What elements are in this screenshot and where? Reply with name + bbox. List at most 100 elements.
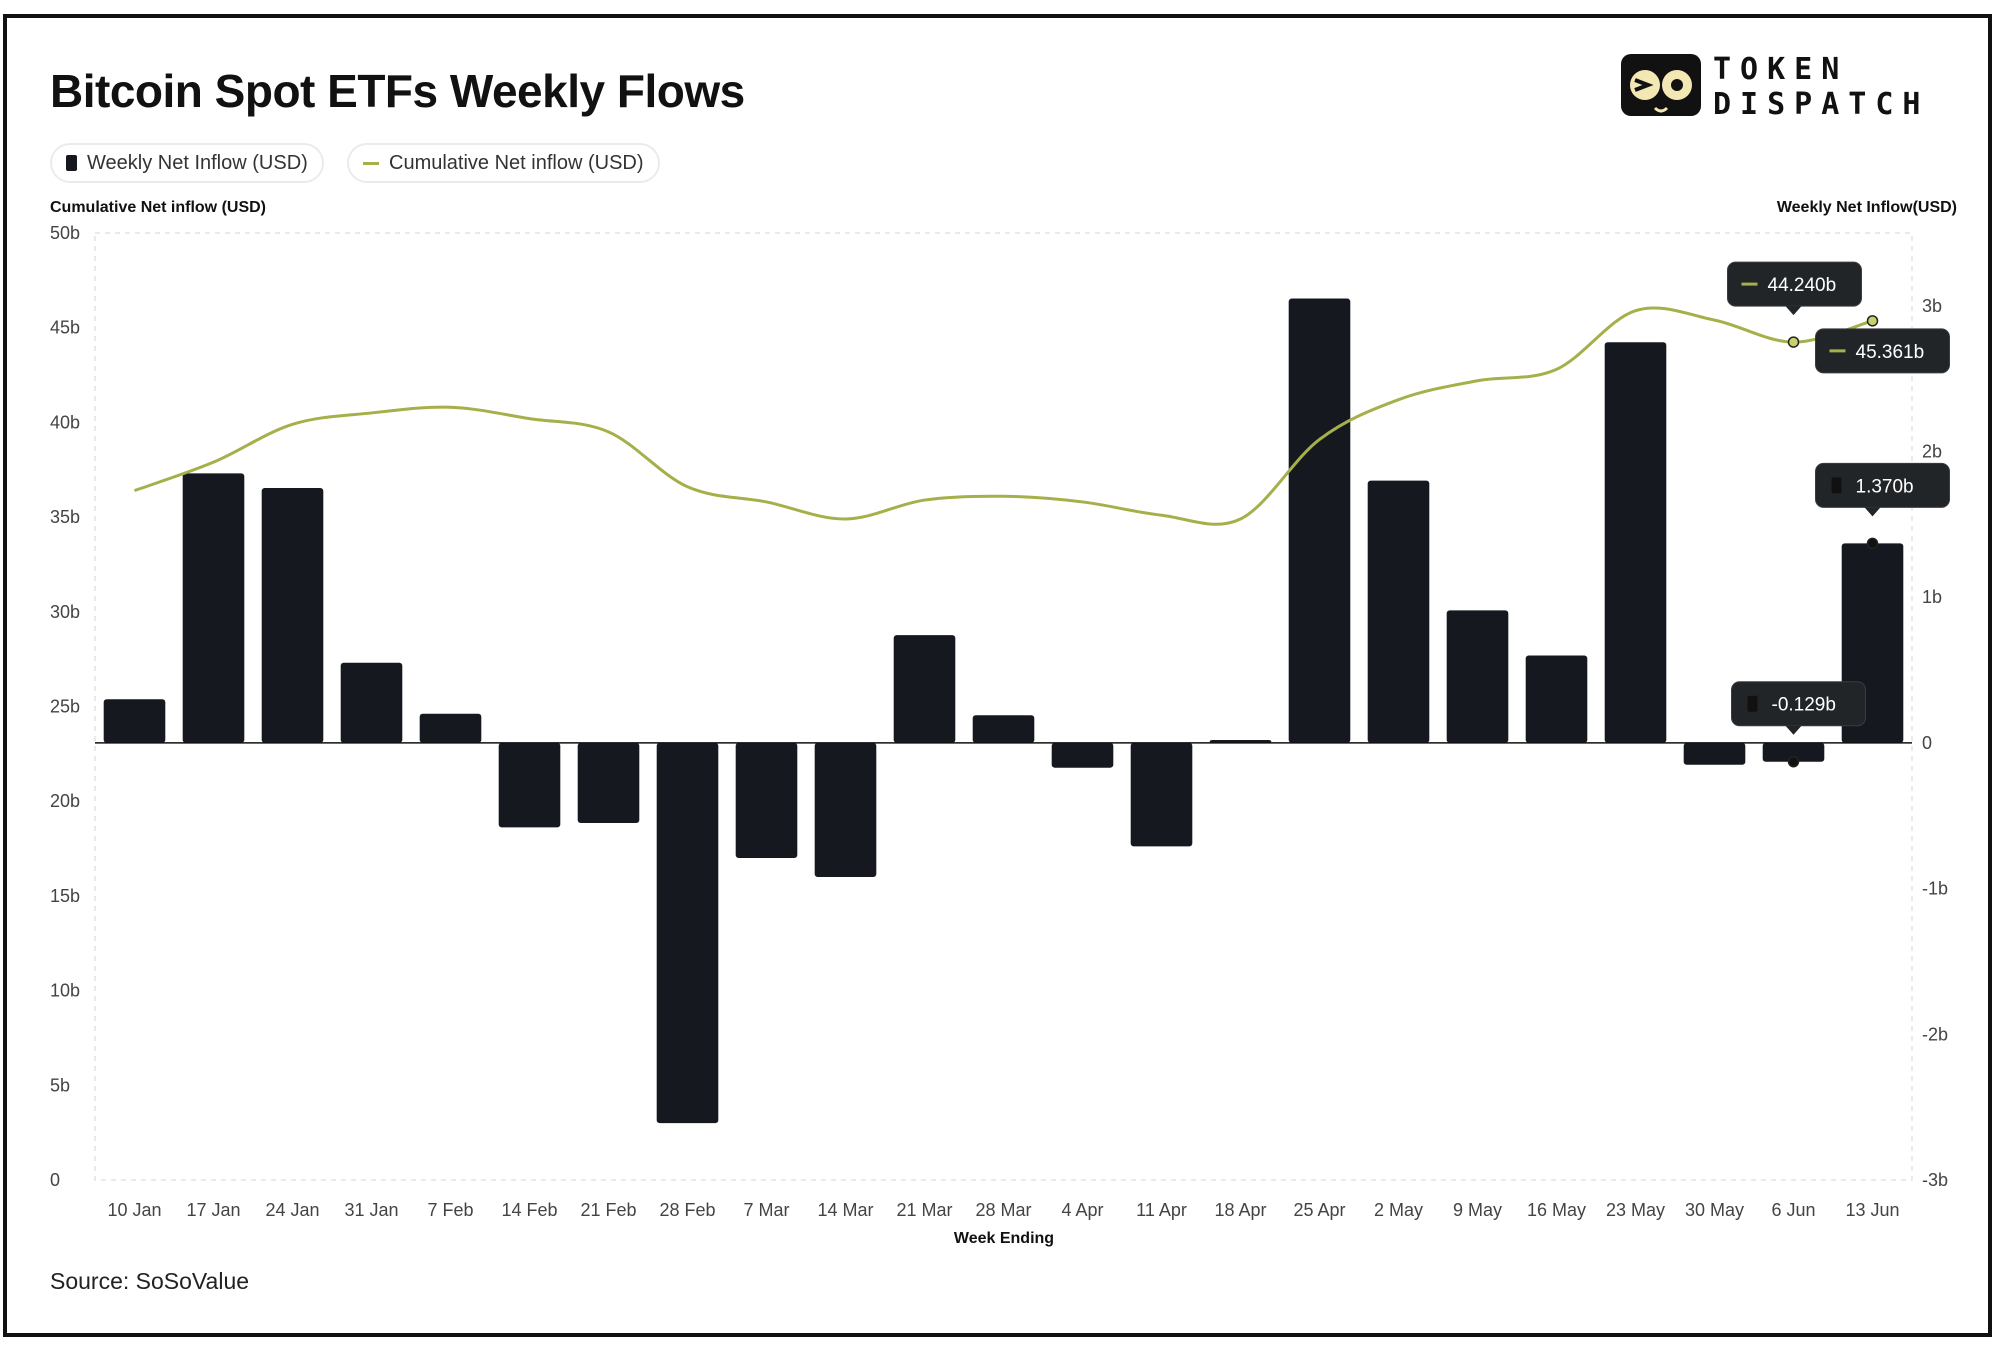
left-tick-label: 15b <box>50 886 80 906</box>
chart-frame <box>3 14 1992 1337</box>
weekly-bars <box>103 298 1904 1124</box>
left-tick-label: 0 <box>50 1170 60 1190</box>
x-tick-label: 13 Jun <box>1845 1200 1899 1220</box>
bar <box>261 487 324 743</box>
bar <box>340 662 403 743</box>
left-tick-label: 25b <box>50 697 80 717</box>
x-tick-label: 14 Feb <box>501 1200 557 1220</box>
tooltip: 44.240b <box>1727 261 1862 348</box>
x-tick-label: 16 May <box>1527 1200 1586 1220</box>
tooltip-point <box>1866 315 1879 327</box>
tooltip-line-swatch <box>1829 349 1846 353</box>
bar <box>1051 742 1114 768</box>
tooltip-label: 44.240b <box>1768 275 1837 296</box>
left-axis-title: Cumulative Net inflow (USD) <box>50 199 267 216</box>
cumulative-line <box>133 306 1873 526</box>
x-tick-label: 24 Jan <box>265 1200 319 1220</box>
left-tick-label: 20b <box>50 791 80 811</box>
left-tick-label: 40b <box>50 412 80 432</box>
x-tick-label: 2 May <box>1374 1200 1423 1220</box>
bar <box>1367 480 1430 743</box>
tooltip-label: 45.361b <box>1856 342 1925 363</box>
axis-ticks: 0 5b 10b 15b 20b 25b 30b 35b 40b 45b 50b -3b -2b -1b 0… <box>50 223 1948 1220</box>
tooltips: 44.240b 45.361b 1.370b -0.129b <box>1727 261 1950 768</box>
plot-border <box>94 232 1913 1181</box>
tooltip-label: -0.129b <box>1772 695 1836 716</box>
tooltip-point <box>1866 537 1879 550</box>
bar <box>972 715 1035 743</box>
tooltip-label: 1.370b <box>1856 476 1914 497</box>
x-tick-label: 25 Apr <box>1293 1200 1345 1220</box>
tooltip-pointer <box>1785 725 1802 735</box>
tooltip-bar-swatch <box>1831 477 1842 494</box>
left-tick-label: 50b <box>50 223 80 243</box>
bar <box>419 713 482 743</box>
bar <box>1762 742 1825 762</box>
bar <box>577 742 640 824</box>
x-tick-label: 4 Apr <box>1061 1200 1103 1220</box>
x-tick-label: 31 Jan <box>344 1200 398 1220</box>
x-tick-label: 21 Mar <box>896 1200 952 1220</box>
tooltip: 45.361b <box>1815 315 1950 374</box>
source-note: Source: SoSoValue <box>50 1268 250 1294</box>
bar <box>1683 742 1746 765</box>
right-tick-label: -1b <box>1922 879 1948 899</box>
bar <box>656 742 719 1124</box>
cumulative-line-path <box>133 306 1873 526</box>
bar <box>814 742 877 877</box>
logo-line-1: TOKEN <box>1713 52 1849 87</box>
x-tick-label: 7 Mar <box>743 1200 789 1220</box>
x-tick-label: 7 Feb <box>427 1200 473 1220</box>
logo-line-2: DISPATCH <box>1713 87 1930 122</box>
left-tick-label: 10b <box>50 981 80 1001</box>
right-tick-label: 1b <box>1922 587 1942 607</box>
tooltip-pointer <box>1785 306 1802 316</box>
left-tick-label: 30b <box>50 602 80 622</box>
x-tick-label: 23 May <box>1606 1200 1665 1220</box>
x-tick-label: 28 Feb <box>659 1200 715 1220</box>
x-tick-label: 21 Feb <box>580 1200 636 1220</box>
right-tick-label: -3b <box>1922 1170 1948 1190</box>
bar <box>735 742 798 859</box>
bar <box>1525 655 1588 743</box>
tooltip-point <box>1787 336 1800 348</box>
x-tick-label: 18 Apr <box>1214 1200 1266 1220</box>
x-tick-label: 14 Mar <box>817 1200 873 1220</box>
right-tick-label: -2b <box>1922 1024 1948 1044</box>
x-tick-label: 6 Jun <box>1771 1200 1815 1220</box>
right-tick-label: 2b <box>1922 442 1942 462</box>
left-tick-label: 5b <box>50 1075 70 1095</box>
bar <box>1288 298 1351 743</box>
tooltip-line-swatch <box>1741 282 1758 286</box>
x-tick-label: 17 Jan <box>186 1200 240 1220</box>
tooltip-bar-swatch <box>1747 695 1758 712</box>
logo-text: TOKEN DISPATCH <box>1713 52 1930 122</box>
bar-swatch-icon <box>66 155 77 171</box>
x-axis-title: Week Ending <box>953 1230 1055 1247</box>
x-tick-label: 9 May <box>1453 1200 1502 1220</box>
chart-title: Bitcoin Spot ETFs Weekly Flows <box>50 65 745 117</box>
bar <box>1446 610 1509 743</box>
bar <box>893 635 956 743</box>
x-tick-label: 30 May <box>1685 1200 1744 1220</box>
tooltip-point <box>1787 755 1800 768</box>
bar <box>498 742 561 828</box>
tooltip: 1.370b <box>1815 462 1950 550</box>
right-axis-title: Weekly Net Inflow(USD) <box>1776 199 1957 216</box>
legend-item-weekly[interactable]: Weekly Net Inflow (USD) <box>50 143 324 183</box>
right-tick-label: 0 <box>1922 733 1932 753</box>
bar <box>103 699 166 743</box>
tooltip-box <box>1815 462 1950 508</box>
logo-goggles-icon <box>1621 54 1701 116</box>
line-swatch-icon <box>363 161 379 165</box>
bar <box>1604 342 1667 743</box>
x-tick-label: 10 Jan <box>107 1200 161 1220</box>
left-tick-label: 45b <box>50 318 80 338</box>
bar <box>182 473 245 743</box>
left-tick-label: 35b <box>50 507 80 527</box>
tooltip-pointer <box>1864 507 1881 517</box>
tooltip: -0.129b <box>1731 681 1866 768</box>
legend-item-cumulative[interactable]: Cumulative Net inflow (USD) <box>347 143 660 183</box>
right-tick-label: 3b <box>1922 296 1942 316</box>
x-tick-label: 11 Apr <box>1136 1200 1187 1220</box>
